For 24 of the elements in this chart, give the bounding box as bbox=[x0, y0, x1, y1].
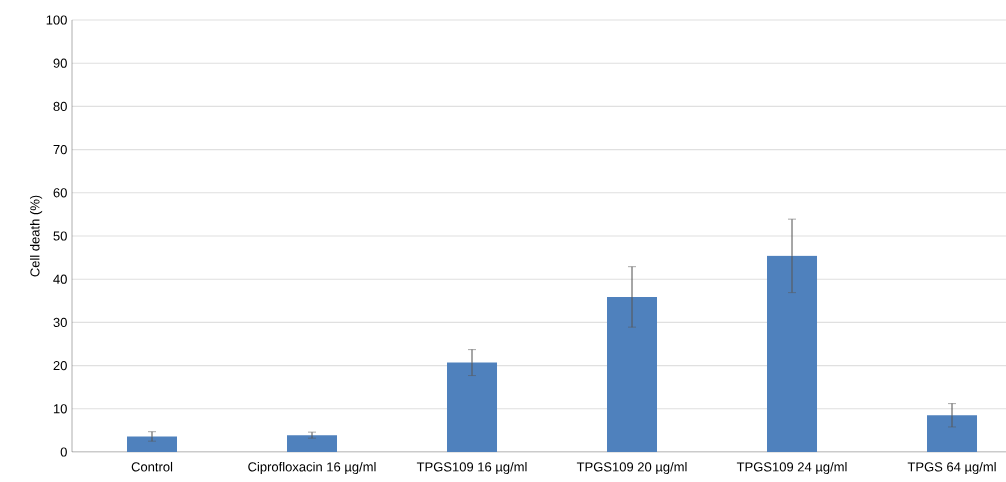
bar bbox=[767, 255, 818, 452]
y-tick-label: 70 bbox=[53, 145, 67, 155]
bar bbox=[287, 435, 337, 452]
x-tick-label: Ciprofloxacin 16 µg/ml bbox=[248, 461, 376, 475]
bar bbox=[127, 436, 177, 452]
y-tick-label: 60 bbox=[53, 188, 67, 198]
x-tick-label: TPGS109 24 µg/ml bbox=[736, 461, 847, 475]
x-tick-label: TPGS109 20 µg/ml bbox=[576, 461, 687, 475]
y-tick-label: 100 bbox=[46, 15, 67, 25]
y-tick-label: 0 bbox=[60, 447, 67, 457]
y-tick-label: 20 bbox=[53, 361, 67, 371]
y-tick-label: 10 bbox=[53, 404, 67, 414]
bar bbox=[607, 296, 658, 452]
y-tick-label: 40 bbox=[53, 274, 67, 284]
bar bbox=[927, 415, 978, 452]
y-tick-label: 50 bbox=[53, 231, 67, 241]
bar bbox=[447, 362, 498, 452]
x-tick-label: TPGS 64 µg/ml bbox=[907, 461, 996, 475]
x-tick-label: TPGS109 16 µg/ml bbox=[416, 461, 527, 475]
y-tick-label: 80 bbox=[53, 101, 67, 111]
y-tick-label: 90 bbox=[53, 58, 67, 68]
x-tick-label: Control bbox=[131, 461, 173, 472]
y-tick-label: 30 bbox=[53, 317, 67, 327]
y-axis-title: Cell death (%) bbox=[29, 195, 43, 277]
